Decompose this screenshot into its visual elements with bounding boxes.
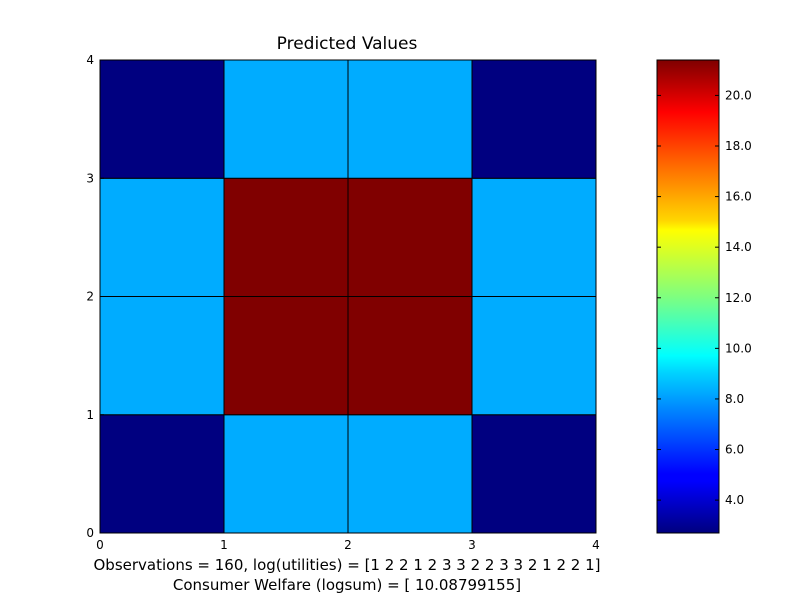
heatmap-cell-r0-c3 [471, 414, 597, 534]
heatmap-cell-r3-c2 [347, 59, 473, 179]
x-tick-label: 4 [592, 538, 600, 552]
y-tick-label: 0 [86, 526, 94, 540]
y-tick-label: 3 [86, 171, 94, 185]
heatmap-cells [99, 59, 597, 534]
x-tick-label: 0 [96, 538, 104, 552]
heatmap-cell-r0-c0 [99, 414, 225, 534]
x-tick-label: 2 [344, 538, 352, 552]
heatmap-cell-r1-c1 [223, 296, 349, 416]
colorbar-tick-label: 12.0 [725, 291, 752, 305]
y-axis-ticks: 0 1 2 3 4 [86, 53, 104, 540]
heatmap-cell-r3-c3 [471, 59, 597, 179]
colorbar-tick-label: 14.0 [725, 240, 752, 254]
y-tick-label: 4 [86, 53, 94, 67]
colorbar-tick-label: 20.0 [725, 88, 752, 102]
colorbar-tick-label: 4.0 [725, 493, 744, 507]
caption-consumer-welfare: Consumer Welfare (logsum) = [ 10.0879915… [172, 576, 522, 594]
heatmap-cell-r2-c1 [223, 177, 349, 297]
y-tick-label: 1 [86, 408, 94, 422]
heatmap-cell-r3-c1 [223, 59, 349, 179]
heatmap-cell-r0-c2 [347, 414, 473, 534]
colorbar-tick-label: 6.0 [725, 443, 744, 457]
heatmap-cell-r3-c0 [99, 59, 225, 179]
x-axis-ticks: 0 1 2 3 4 [96, 529, 600, 552]
heatmap-cell-r1-c0 [99, 296, 225, 416]
colorbar-ticks: 4.0 6.0 8.0 10.0 12.0 14.0 16.0 18.0 20.0 [657, 88, 752, 507]
chart-title: Predicted Values [277, 34, 418, 54]
colorbar [656, 59, 720, 534]
x-tick-label: 1 [220, 538, 228, 552]
heatmap-cell-r1-c2 [347, 296, 473, 416]
heatmap-cell-r1-c3 [471, 296, 597, 416]
colorbar-tick-label: 18.0 [725, 139, 752, 153]
heatmap-cell-r2-c0 [99, 177, 225, 297]
heatmap-cell-r2-c3 [471, 177, 597, 297]
caption-observations: Observations = 160, log(utilities) = [1 … [93, 556, 601, 574]
colorbar-tick-label: 8.0 [725, 392, 744, 406]
heatmap-cell-r0-c1 [223, 414, 349, 534]
x-tick-label: 3 [468, 538, 476, 552]
colorbar-tick-label: 16.0 [725, 190, 752, 204]
y-tick-label: 2 [86, 290, 94, 304]
heatmap-cell-r2-c2 [347, 177, 473, 297]
colorbar-tick-label: 10.0 [725, 341, 752, 355]
